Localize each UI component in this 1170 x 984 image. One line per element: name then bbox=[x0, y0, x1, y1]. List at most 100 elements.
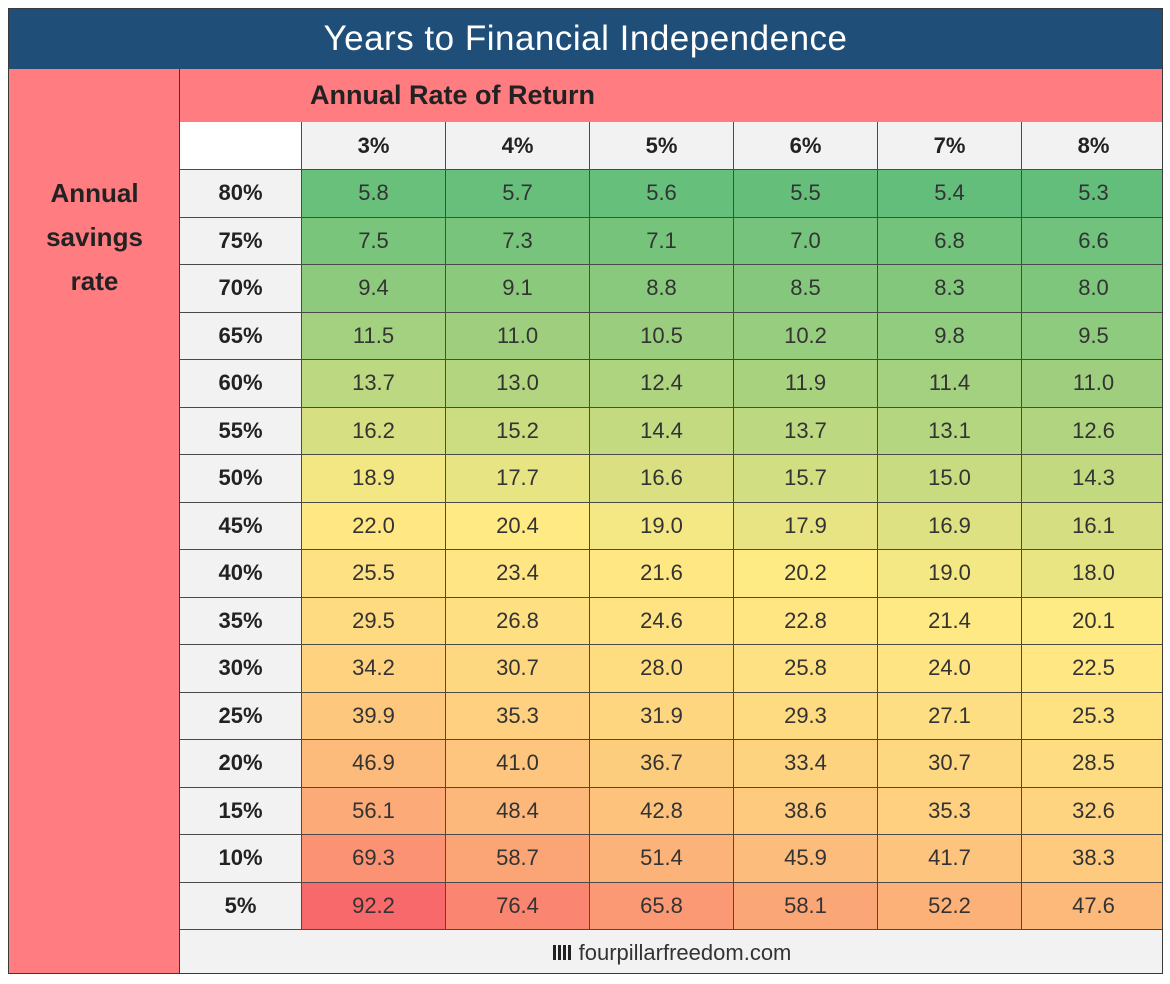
data-cell: 19.0 bbox=[590, 502, 734, 550]
data-cell: 39.9 bbox=[302, 692, 446, 740]
data-cell: 11.0 bbox=[446, 312, 590, 360]
data-cell: 27.1 bbox=[878, 692, 1022, 740]
row-header: 65% bbox=[180, 312, 302, 360]
data-cell: 45.9 bbox=[734, 835, 878, 883]
data-cell: 12.6 bbox=[1022, 407, 1162, 455]
data-cell: 12.4 bbox=[590, 360, 734, 408]
data-cell: 7.1 bbox=[590, 217, 734, 265]
data-cell: 25.3 bbox=[1022, 692, 1162, 740]
row-header: 25% bbox=[180, 692, 302, 740]
data-cell: 21.6 bbox=[590, 550, 734, 598]
data-cell: 56.1 bbox=[302, 787, 446, 835]
bars-logo-icon bbox=[552, 945, 573, 960]
data-cell: 7.0 bbox=[734, 217, 878, 265]
data-cell: 38.3 bbox=[1022, 835, 1162, 883]
data-cell: 19.0 bbox=[878, 550, 1022, 598]
data-cell: 30.7 bbox=[878, 740, 1022, 788]
data-cell: 65.8 bbox=[590, 882, 734, 930]
data-cell: 24.6 bbox=[590, 597, 734, 645]
data-cell: 58.1 bbox=[734, 882, 878, 930]
data-cell: 16.2 bbox=[302, 407, 446, 455]
row-header: 20% bbox=[180, 740, 302, 788]
column-header: 6% bbox=[734, 122, 878, 170]
column-axis-label: Annual Rate of Return bbox=[310, 80, 596, 110]
data-grid: 3% 4% 5% 6% 7% 8% 80% 5.8 5.7 5.6 5.5 5.4 5.3 75% 7.5 7… bbox=[180, 122, 1162, 930]
data-cell: 46.9 bbox=[302, 740, 446, 788]
row-header: 70% bbox=[180, 265, 302, 313]
data-cell: 48.4 bbox=[446, 787, 590, 835]
data-cell: 23.4 bbox=[446, 550, 590, 598]
data-cell: 5.8 bbox=[302, 170, 446, 218]
data-cell: 38.6 bbox=[734, 787, 878, 835]
data-cell: 34.2 bbox=[302, 645, 446, 693]
row-axis-label-line: savings bbox=[46, 222, 143, 252]
column-header: 8% bbox=[1022, 122, 1162, 170]
data-cell: 35.3 bbox=[446, 692, 590, 740]
row-header: 40% bbox=[180, 550, 302, 598]
column-header: 4% bbox=[446, 122, 590, 170]
data-cell: 17.9 bbox=[734, 502, 878, 550]
row-axis-label-line: Annual bbox=[50, 178, 139, 208]
data-cell: 15.0 bbox=[878, 455, 1022, 503]
data-cell: 29.5 bbox=[302, 597, 446, 645]
data-cell: 25.8 bbox=[734, 645, 878, 693]
data-cell: 42.8 bbox=[590, 787, 734, 835]
data-cell: 76.4 bbox=[446, 882, 590, 930]
data-cell: 52.2 bbox=[878, 882, 1022, 930]
data-cell: 92.2 bbox=[302, 882, 446, 930]
data-cell: 22.5 bbox=[1022, 645, 1162, 693]
data-cell: 33.4 bbox=[734, 740, 878, 788]
financial-independence-table: Years to Financial Independence Annual s… bbox=[8, 8, 1163, 974]
data-cell: 28.0 bbox=[590, 645, 734, 693]
data-cell: 25.5 bbox=[302, 550, 446, 598]
row-header: 50% bbox=[180, 455, 302, 503]
data-cell: 16.9 bbox=[878, 502, 1022, 550]
data-cell: 5.3 bbox=[1022, 170, 1162, 218]
data-cell: 11.4 bbox=[878, 360, 1022, 408]
data-cell: 7.3 bbox=[446, 217, 590, 265]
row-header: 75% bbox=[180, 217, 302, 265]
row-header: 10% bbox=[180, 835, 302, 883]
data-cell: 5.4 bbox=[878, 170, 1022, 218]
data-cell: 8.5 bbox=[734, 265, 878, 313]
data-cell: 10.2 bbox=[734, 312, 878, 360]
data-cell: 7.5 bbox=[302, 217, 446, 265]
data-cell: 8.3 bbox=[878, 265, 1022, 313]
column-header: 5% bbox=[590, 122, 734, 170]
data-cell: 5.6 bbox=[590, 170, 734, 218]
data-cell: 14.4 bbox=[590, 407, 734, 455]
data-cell: 51.4 bbox=[590, 835, 734, 883]
data-cell: 9.5 bbox=[1022, 312, 1162, 360]
data-cell: 13.7 bbox=[734, 407, 878, 455]
data-cell: 41.7 bbox=[878, 835, 1022, 883]
data-cell: 20.4 bbox=[446, 502, 590, 550]
data-cell: 29.3 bbox=[734, 692, 878, 740]
data-cell: 31.9 bbox=[590, 692, 734, 740]
footer-text: fourpillarfreedom.com bbox=[578, 939, 792, 965]
data-cell: 30.7 bbox=[446, 645, 590, 693]
data-cell: 13.1 bbox=[878, 407, 1022, 455]
data-cell: 18.0 bbox=[1022, 550, 1162, 598]
data-cell: 41.0 bbox=[446, 740, 590, 788]
column-axis-band: Annual Rate of Return bbox=[180, 69, 1162, 122]
data-cell: 8.0 bbox=[1022, 265, 1162, 313]
data-cell: 28.5 bbox=[1022, 740, 1162, 788]
data-cell: 11.5 bbox=[302, 312, 446, 360]
data-cell: 6.6 bbox=[1022, 217, 1162, 265]
data-cell: 13.0 bbox=[446, 360, 590, 408]
row-axis-label: Annual savings rate bbox=[9, 171, 180, 303]
row-header: 35% bbox=[180, 597, 302, 645]
data-cell: 8.8 bbox=[590, 265, 734, 313]
row-header: 60% bbox=[180, 360, 302, 408]
footer: fourpillarfreedom.com bbox=[180, 930, 1162, 973]
data-cell: 13.7 bbox=[302, 360, 446, 408]
data-cell: 47.6 bbox=[1022, 882, 1162, 930]
data-cell: 18.9 bbox=[302, 455, 446, 503]
corner-cell bbox=[180, 122, 302, 170]
data-cell: 35.3 bbox=[878, 787, 1022, 835]
data-cell: 9.4 bbox=[302, 265, 446, 313]
data-cell: 15.7 bbox=[734, 455, 878, 503]
data-cell: 21.4 bbox=[878, 597, 1022, 645]
data-cell: 14.3 bbox=[1022, 455, 1162, 503]
row-header: 55% bbox=[180, 407, 302, 455]
